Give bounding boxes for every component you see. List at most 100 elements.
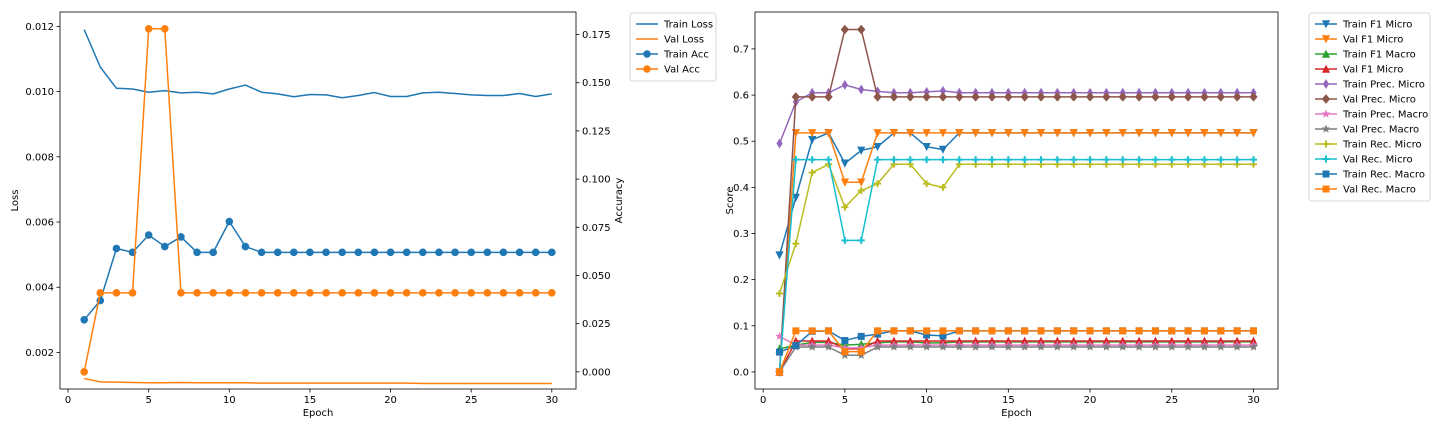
- data-point: [112, 244, 121, 253]
- data-point: [1216, 92, 1225, 102]
- data-point: [1233, 129, 1242, 138]
- x-tick-label: 15: [1002, 395, 1015, 406]
- data-point: [987, 129, 997, 138]
- y2-tick-label: 0.100: [582, 175, 611, 186]
- y-tick-label: 0.3: [733, 229, 749, 240]
- y-tick-label: 0.010: [25, 87, 54, 98]
- data-point: [1135, 156, 1143, 164]
- series-line: [778, 84, 1254, 144]
- data-point: [370, 248, 379, 257]
- data-point: [955, 156, 963, 164]
- data-point: [938, 145, 948, 154]
- data-point: [776, 289, 784, 297]
- data-point: [1183, 92, 1193, 102]
- data-point: [1036, 342, 1046, 351]
- legend-item: Train Prec. Macro: [1315, 109, 1428, 121]
- data-point: [792, 327, 800, 335]
- y2-tick-label: 0.000: [582, 367, 611, 378]
- series-val-prec-micro: [775, 24, 1258, 377]
- data-point: [1134, 92, 1144, 102]
- legend-item: Train Loss: [636, 20, 713, 31]
- data-point: [161, 242, 169, 251]
- x-tick-label: 30: [1247, 395, 1260, 406]
- y-tick-label: 0.004: [25, 283, 54, 294]
- data-point: [939, 183, 947, 191]
- legend-item: Train Prec. Micro: [1315, 79, 1425, 91]
- y-tick-label: 0.006: [25, 218, 54, 229]
- data-point: [1037, 327, 1045, 335]
- data-point: [402, 248, 411, 257]
- legend-label: Val Rec. Micro: [1343, 155, 1413, 166]
- legend-item: Val Loss: [636, 35, 704, 46]
- data-point: [824, 92, 833, 102]
- data-point: [922, 129, 931, 138]
- data-point: [515, 248, 524, 257]
- data-point: [1069, 342, 1079, 351]
- data-point: [177, 289, 185, 297]
- data-point: [322, 289, 330, 297]
- legend-item: Train Rec. Macro: [1315, 170, 1425, 181]
- data-point: [1004, 327, 1012, 335]
- legend-item: Val F1 Micro: [1315, 35, 1403, 46]
- data-point: [435, 248, 443, 257]
- data-point: [241, 242, 250, 251]
- data-point: [1184, 327, 1192, 335]
- data-point: [1069, 92, 1078, 102]
- legend-item: Train F1 Macro: [1315, 50, 1416, 61]
- data-point: [1086, 327, 1094, 335]
- x-tick-label: 20: [384, 395, 397, 406]
- legend-item: Train Acc: [636, 50, 709, 61]
- series-train-rec-micro: [776, 160, 1257, 297]
- legend-label: Val Prec. Macro: [1343, 125, 1419, 136]
- x-tick-label: 15: [304, 395, 317, 406]
- data-point: [858, 84, 865, 95]
- legend-swatch-marker: [1321, 124, 1331, 133]
- data-point: [1151, 129, 1160, 138]
- data-point: [290, 289, 298, 297]
- data-point: [144, 231, 153, 239]
- legend: Train Loss Val Loss Train Acc Val Acc: [629, 12, 717, 82]
- legend-item: Val Prec. Macro: [1315, 124, 1419, 136]
- series-val-loss: [84, 377, 552, 385]
- data-point: [873, 92, 882, 102]
- legend-label: Val F1 Micro: [1343, 35, 1403, 46]
- data-point: [890, 156, 898, 164]
- data-point: [1249, 92, 1258, 102]
- data-point: [1102, 156, 1110, 164]
- x-tick-label: 10: [223, 395, 236, 406]
- data-point: [483, 289, 492, 297]
- x-tick-label: 20: [1084, 395, 1097, 406]
- data-point: [338, 248, 346, 257]
- data-point: [938, 342, 948, 351]
- data-point: [1021, 327, 1029, 335]
- data-point: [1004, 129, 1013, 138]
- legend-swatch-marker: [1322, 79, 1330, 89]
- data-point: [808, 156, 816, 164]
- data-point: [1003, 342, 1013, 351]
- data-point: [1167, 129, 1176, 138]
- data-point: [548, 289, 556, 297]
- data-point: [1134, 129, 1144, 138]
- data-point: [923, 156, 931, 164]
- data-point: [225, 217, 234, 226]
- data-point: [1085, 129, 1095, 138]
- data-point: [938, 129, 948, 138]
- legend-label: Val F1 Micro: [1343, 65, 1403, 76]
- data-point: [1167, 342, 1177, 351]
- data-point: [451, 248, 459, 257]
- legend-swatch-marker: [1321, 49, 1331, 58]
- data-point: [1167, 92, 1176, 102]
- legend-swatch-marker: [1321, 94, 1331, 104]
- data-point: [841, 79, 848, 90]
- y2-tick-label: 0.050: [582, 271, 611, 282]
- series-line: [778, 346, 1254, 373]
- series-line: [779, 335, 1254, 349]
- data-point: [1168, 156, 1176, 164]
- data-point: [808, 169, 816, 177]
- legend-label: Train Loss: [663, 20, 713, 31]
- data-point: [857, 146, 866, 155]
- legend-label: Train Prec. Micro: [1342, 80, 1425, 91]
- legend-swatch-marker: [1322, 140, 1330, 148]
- data-point: [840, 159, 849, 168]
